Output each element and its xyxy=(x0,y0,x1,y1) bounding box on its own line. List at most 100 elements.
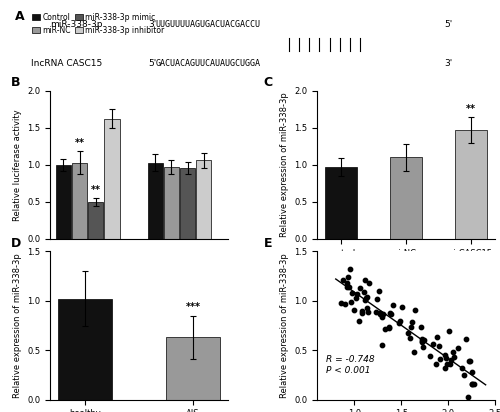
Point xyxy=(443,361,451,368)
Point xyxy=(396,318,404,325)
Point xyxy=(341,300,349,307)
Point xyxy=(389,302,397,308)
Point xyxy=(446,328,454,335)
Bar xyxy=(104,119,120,239)
Text: **: ** xyxy=(466,104,475,114)
Point xyxy=(353,290,361,297)
Point xyxy=(374,288,382,295)
Y-axis label: Relative expression of miR-338-3p: Relative expression of miR-338-3p xyxy=(280,253,288,398)
Point xyxy=(466,358,473,364)
Text: 5': 5' xyxy=(444,20,452,29)
Point xyxy=(410,349,418,356)
Bar xyxy=(164,167,179,239)
Point xyxy=(410,307,418,314)
Point xyxy=(468,380,476,387)
Point xyxy=(395,319,403,326)
Point xyxy=(358,309,366,316)
Point xyxy=(342,284,350,290)
Point xyxy=(450,354,458,361)
Point xyxy=(363,294,371,300)
Point xyxy=(348,290,356,297)
Point xyxy=(362,276,370,283)
Text: E: E xyxy=(264,237,272,250)
Point xyxy=(358,308,366,315)
Point xyxy=(404,330,411,336)
Point xyxy=(356,318,364,325)
Text: **: ** xyxy=(74,138,85,148)
Point xyxy=(380,325,388,332)
Point xyxy=(376,311,384,317)
Point xyxy=(376,310,384,316)
Text: ***: *** xyxy=(186,302,200,311)
Text: 3': 3' xyxy=(444,59,452,68)
Point xyxy=(378,342,386,349)
Point xyxy=(432,360,440,367)
Point xyxy=(372,308,380,315)
Text: C: C xyxy=(264,76,272,89)
Point xyxy=(468,381,475,387)
Text: GACUACAGUUCAUAUGCUGGA: GACUACAGUUCAUAUGCUGGA xyxy=(156,59,260,68)
Point xyxy=(442,352,450,358)
Point xyxy=(364,304,372,311)
Point xyxy=(468,369,476,375)
Point xyxy=(366,280,374,286)
Point xyxy=(346,299,354,305)
Text: R = -0.748
P < 0.001: R = -0.748 P < 0.001 xyxy=(326,355,374,375)
Point xyxy=(361,297,369,304)
Bar xyxy=(56,165,71,239)
Point xyxy=(398,304,406,310)
Text: 3': 3' xyxy=(148,20,156,29)
Point xyxy=(362,295,370,301)
Text: lncRNA CASC15: lncRNA CASC15 xyxy=(31,59,102,68)
Text: miR-338-3p: miR-338-3p xyxy=(50,20,102,29)
Point xyxy=(406,335,414,342)
Point xyxy=(352,294,360,301)
Point xyxy=(470,381,478,388)
Point xyxy=(418,339,426,345)
Point xyxy=(374,295,382,302)
Point xyxy=(385,325,393,332)
Text: A: A xyxy=(15,10,24,23)
Point xyxy=(356,285,364,292)
Point xyxy=(442,354,450,361)
Legend: Control, miR-NC, miR-338-3p mimic, miR-338-3p inhibitor: Control, miR-NC, miR-338-3p mimic, miR-3… xyxy=(32,13,164,35)
Point xyxy=(462,336,469,342)
Point xyxy=(447,356,455,363)
Text: WT-CASC15: WT-CASC15 xyxy=(64,272,112,281)
Bar xyxy=(58,299,112,400)
Point xyxy=(388,311,396,317)
Point xyxy=(360,289,368,295)
Point xyxy=(339,276,347,283)
Point xyxy=(460,372,468,378)
Point xyxy=(417,324,425,331)
Text: UUGUUUUAGUGACUACGACCU: UUGUUUUAGUGACUACGACCU xyxy=(156,20,260,29)
Bar xyxy=(166,337,220,400)
Point xyxy=(379,311,387,318)
Point xyxy=(436,356,444,362)
Point xyxy=(337,300,345,306)
Text: 5': 5' xyxy=(148,59,156,68)
Bar xyxy=(325,167,358,239)
Y-axis label: Relative expression of miR-338-3p: Relative expression of miR-338-3p xyxy=(280,92,288,237)
Bar xyxy=(148,163,163,239)
Point xyxy=(408,319,416,325)
Point xyxy=(430,341,438,347)
Bar xyxy=(180,168,195,239)
Point xyxy=(346,266,354,273)
Point xyxy=(441,365,449,371)
Point xyxy=(364,309,372,315)
Point xyxy=(420,337,428,343)
Point xyxy=(446,361,454,368)
Point xyxy=(432,334,440,341)
Point xyxy=(458,365,466,372)
Point xyxy=(385,323,393,330)
Point xyxy=(344,274,352,281)
Point xyxy=(378,313,386,320)
Point xyxy=(407,324,415,330)
Text: **: ** xyxy=(91,185,101,195)
Point xyxy=(449,348,457,355)
Point xyxy=(464,393,472,400)
Point xyxy=(418,337,426,344)
Bar xyxy=(88,202,104,239)
Point xyxy=(346,284,354,290)
